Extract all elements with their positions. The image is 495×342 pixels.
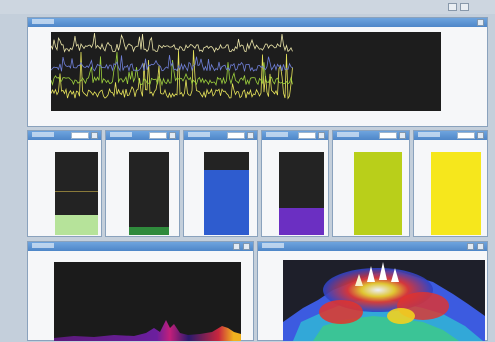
timeseries-svg bbox=[51, 32, 293, 100]
meter-panel-header bbox=[106, 131, 179, 140]
meter-panel-header bbox=[262, 131, 328, 140]
meter-bar bbox=[431, 152, 481, 235]
meter-fill bbox=[279, 207, 324, 235]
waterfall-panel-header bbox=[258, 242, 487, 251]
waterfall-peak bbox=[319, 300, 363, 324]
meter-panel-close-icon[interactable] bbox=[318, 132, 325, 139]
meter-range-dropdown[interactable] bbox=[227, 132, 245, 139]
meter-panel-close-icon[interactable] bbox=[91, 132, 98, 139]
waterfall-panel bbox=[257, 241, 488, 341]
waterfall-peak bbox=[387, 308, 415, 324]
meter-bar bbox=[204, 152, 249, 235]
meter-panel-3 bbox=[183, 130, 258, 237]
timeseries-trace bbox=[51, 51, 293, 87]
timeseries-panel bbox=[27, 17, 488, 127]
meter-panel-5 bbox=[332, 130, 410, 237]
meter-fill bbox=[354, 152, 402, 235]
meter-panel-6 bbox=[413, 130, 488, 237]
meter-panel-4 bbox=[261, 130, 329, 237]
spectrum-panel-header bbox=[28, 242, 253, 251]
panel-minimize-icon[interactable] bbox=[233, 243, 240, 250]
meter-panel-1 bbox=[27, 130, 102, 237]
meter-range-dropdown[interactable] bbox=[71, 132, 89, 139]
spectrum-plot[interactable] bbox=[54, 262, 241, 341]
spectrum-area bbox=[54, 320, 241, 341]
spectrum-panel bbox=[27, 241, 254, 341]
meter-panel-title bbox=[188, 132, 210, 137]
meter-range-dropdown[interactable] bbox=[457, 132, 475, 139]
meter-panel-close-icon[interactable] bbox=[477, 132, 484, 139]
panel-close-icon[interactable] bbox=[477, 19, 484, 26]
spectrum-panel-title bbox=[32, 243, 54, 248]
meter-range-dropdown[interactable] bbox=[379, 132, 397, 139]
timeseries-plot[interactable] bbox=[51, 32, 441, 111]
meter-panel-header bbox=[414, 131, 487, 140]
panel-close-icon[interactable] bbox=[243, 243, 250, 250]
meter-panel-header bbox=[28, 131, 101, 140]
title-bar bbox=[0, 0, 495, 14]
meter-panel-title bbox=[337, 132, 359, 137]
meter-range-dropdown[interactable] bbox=[149, 132, 167, 139]
timeseries-trace bbox=[51, 50, 293, 100]
meter-bar bbox=[279, 152, 324, 235]
meter-panel-2 bbox=[105, 130, 180, 237]
waterfall-spike bbox=[355, 274, 363, 286]
meter-marker bbox=[55, 190, 98, 192]
meter-panel-title bbox=[110, 132, 132, 137]
panel-close-icon[interactable] bbox=[477, 243, 484, 250]
waterfall-panel-title bbox=[262, 243, 284, 248]
meter-fill bbox=[204, 170, 249, 235]
meter-fill bbox=[431, 152, 481, 235]
meter-panel-title bbox=[266, 132, 288, 137]
meter-panel-header bbox=[184, 131, 257, 140]
waterfall-spike bbox=[367, 266, 375, 282]
spectrum-svg bbox=[54, 320, 241, 341]
waterfall-spike bbox=[379, 262, 387, 280]
waterfall-plot[interactable] bbox=[283, 260, 485, 341]
waterfall-spike bbox=[391, 268, 399, 282]
close-icon[interactable] bbox=[460, 3, 469, 11]
timeseries-panel-title bbox=[32, 19, 54, 24]
minimize-icon[interactable] bbox=[448, 3, 457, 11]
meter-fill bbox=[55, 215, 98, 235]
meter-fill bbox=[129, 226, 169, 235]
meter-range-dropdown[interactable] bbox=[298, 132, 316, 139]
meter-panel-header bbox=[333, 131, 409, 140]
timeseries-trace bbox=[51, 32, 293, 53]
meter-panel-close-icon[interactable] bbox=[169, 132, 176, 139]
meter-bar bbox=[55, 152, 98, 235]
meter-panel-title bbox=[418, 132, 440, 137]
meter-bar bbox=[129, 152, 169, 235]
timeseries-panel-header bbox=[28, 18, 487, 27]
meter-panel-title bbox=[32, 132, 54, 137]
timeseries-trace bbox=[51, 54, 293, 73]
meter-panel-close-icon[interactable] bbox=[399, 132, 406, 139]
meter-bar bbox=[354, 152, 402, 235]
panel-minimize-icon[interactable] bbox=[467, 243, 474, 250]
meter-panel-close-icon[interactable] bbox=[247, 132, 254, 139]
waterfall-svg bbox=[283, 262, 485, 341]
